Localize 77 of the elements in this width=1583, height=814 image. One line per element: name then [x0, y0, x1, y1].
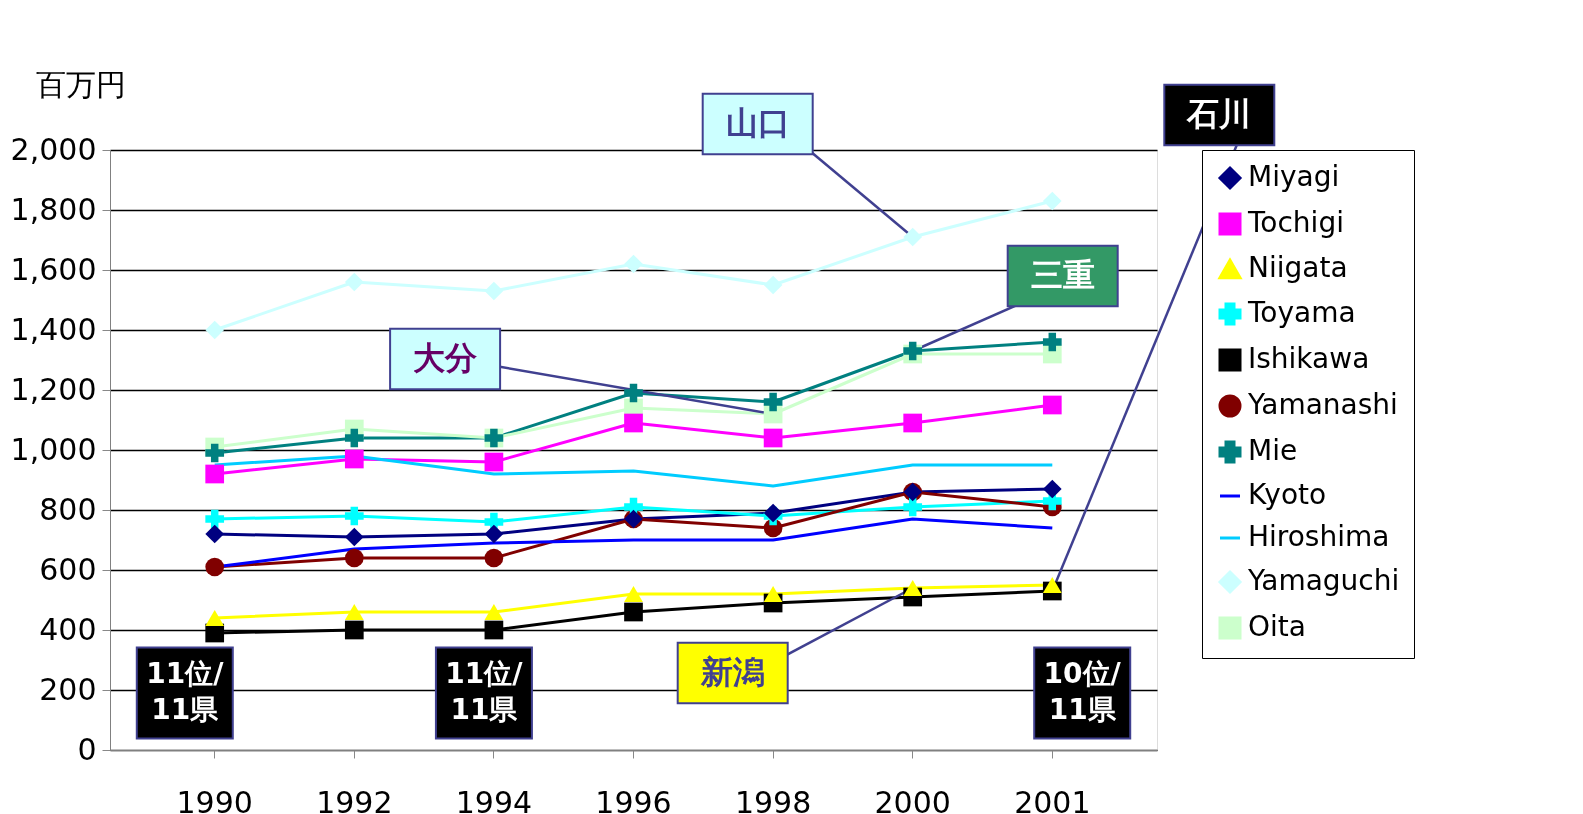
annotation: 三重 [1030, 256, 1095, 294]
point [344, 527, 364, 547]
annotation: 石川 [1186, 95, 1252, 133]
y-tick-label: 2,000 [10, 131, 97, 167]
legend-label: Yamanashi [1247, 388, 1398, 421]
x-tick-label: 2000 [874, 784, 951, 814]
y-tick-label: 1,400 [10, 311, 97, 347]
point [903, 227, 923, 247]
point [484, 281, 504, 301]
point [763, 585, 783, 603]
point [903, 413, 923, 433]
legend-label: Oita [1248, 610, 1306, 643]
y-tick-label: 1,200 [10, 371, 97, 407]
point [344, 620, 364, 640]
x-tick-label: 1998 [734, 784, 812, 814]
x-tick-label: 1990 [176, 784, 253, 814]
point [484, 603, 504, 621]
point [1042, 332, 1062, 352]
legend-label: Toyama [1247, 296, 1356, 329]
annotation: 大分 [413, 339, 478, 377]
point [624, 585, 643, 603]
point [1042, 395, 1062, 415]
point [763, 275, 783, 295]
point [205, 509, 225, 529]
point [344, 506, 364, 526]
point [903, 497, 923, 517]
point [344, 428, 364, 448]
point [624, 413, 643, 433]
point [763, 428, 783, 448]
y-tick-label: 400 [39, 611, 97, 647]
point [344, 449, 364, 469]
point [344, 548, 364, 568]
annotation: 山口 [725, 104, 790, 142]
legend-label: Miyagi [1248, 160, 1340, 193]
point [484, 452, 504, 472]
y-tick-label: 600 [39, 551, 97, 587]
point [1042, 191, 1062, 211]
point [484, 548, 504, 568]
x-tick-label: 1992 [316, 784, 393, 814]
point [205, 464, 225, 484]
x-tick-label: 1996 [595, 784, 672, 814]
point [205, 524, 225, 544]
legend-label: Mie [1248, 434, 1298, 467]
point [1042, 479, 1062, 499]
legend-label: Ishikawa [1248, 342, 1370, 375]
y-tick-label: 1,600 [10, 251, 97, 287]
point [205, 609, 225, 627]
point [205, 557, 225, 577]
point [344, 272, 364, 292]
legend-label: Kyoto [1248, 478, 1327, 511]
y-axis-title: 百万円 [35, 66, 126, 102]
legend-label: Tochigi [1247, 206, 1344, 239]
legend-label: Hiroshima [1248, 520, 1390, 553]
x-tick-label: 1994 [455, 784, 533, 814]
annotation: 11位/ 11県 [445, 657, 524, 726]
point [344, 603, 364, 621]
legend-label: Yamaguchi [1247, 564, 1400, 597]
point [624, 383, 643, 403]
point [624, 254, 643, 274]
annotation: 新潟 [699, 653, 765, 691]
point [205, 320, 225, 340]
point [763, 392, 783, 412]
point [903, 579, 923, 597]
point [484, 620, 504, 640]
annotation: 10位/ 11県 [1043, 657, 1122, 726]
y-tick-label: 0 [77, 731, 97, 767]
point [484, 524, 504, 544]
x-tick-label: 2001 [1014, 784, 1091, 814]
point [1042, 576, 1062, 594]
y-tick-label: 200 [39, 671, 97, 707]
point [205, 443, 225, 463]
y-tick-label: 1,000 [10, 431, 97, 467]
annotation: 11位/ 11県 [146, 657, 225, 726]
y-tick-label: 1,800 [10, 191, 97, 227]
point [624, 602, 643, 622]
y-tick-label: 800 [39, 491, 97, 527]
legend-label: Niigata [1248, 251, 1348, 284]
